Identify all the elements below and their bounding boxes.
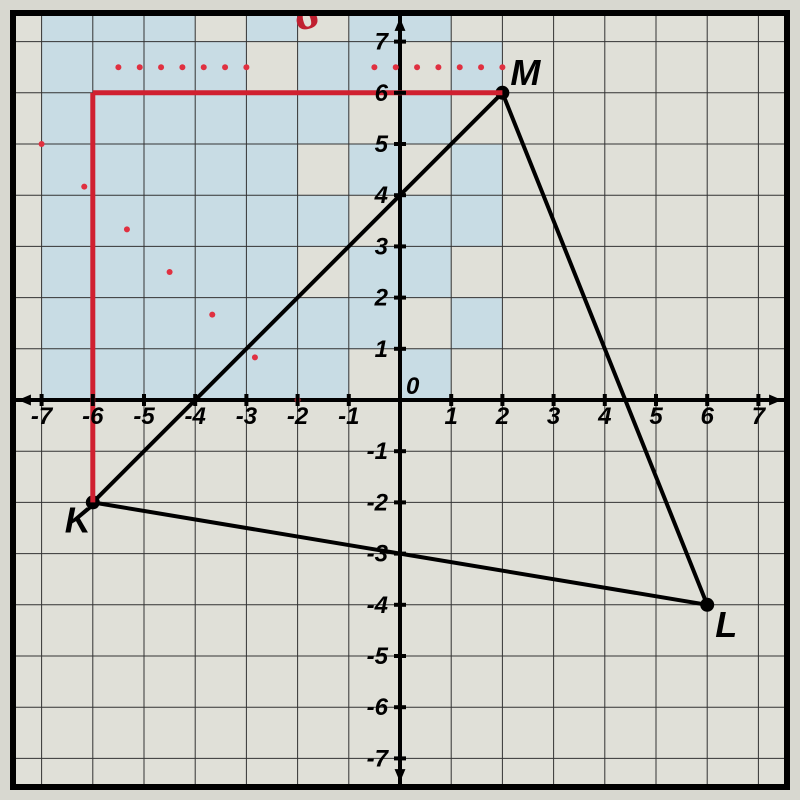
x-tick: 4 <box>597 403 611 430</box>
y-tick: -7 <box>367 745 390 772</box>
y-tick: 4 <box>374 182 388 209</box>
y-tick: -1 <box>367 438 388 465</box>
vertex-label-m: M <box>510 52 541 93</box>
x-tick: -1 <box>338 403 359 430</box>
x-tick: 1 <box>445 403 458 430</box>
x-tick: 6 <box>701 403 715 430</box>
y-tick: 3 <box>375 233 389 260</box>
x-tick: 3 <box>547 403 561 430</box>
coordinate-plane: KLM88 -7-6-5-4-3-2-11234567-7-6-5-4-3-2-… <box>16 16 784 784</box>
y-tick: -5 <box>367 643 389 670</box>
graph-frame: KLM88 -7-6-5-4-3-2-11234567-7-6-5-4-3-2-… <box>10 10 790 790</box>
x-tick: -2 <box>287 403 309 430</box>
x-tick: -7 <box>31 403 54 430</box>
x-tick: 5 <box>649 403 663 430</box>
x-tick: -5 <box>133 403 155 430</box>
vertex-label-k: K <box>65 499 94 540</box>
x-tick: -4 <box>185 403 206 430</box>
y-tick: 7 <box>375 29 390 56</box>
y-tick: -4 <box>367 592 388 619</box>
origin-label: 0 <box>406 373 420 400</box>
x-tick: -3 <box>236 403 258 430</box>
x-tick: 7 <box>752 403 767 430</box>
y-tick: 5 <box>375 131 389 158</box>
y-tick: 1 <box>375 336 388 363</box>
y-tick: -3 <box>367 541 389 568</box>
y-tick: 2 <box>374 285 389 312</box>
y-tick: -6 <box>367 694 389 721</box>
x-tick: 2 <box>495 403 510 430</box>
y-tick: 6 <box>375 80 389 107</box>
vertex-label-l: L <box>715 604 737 645</box>
y-tick: -2 <box>367 489 389 516</box>
x-tick: -6 <box>82 403 104 430</box>
